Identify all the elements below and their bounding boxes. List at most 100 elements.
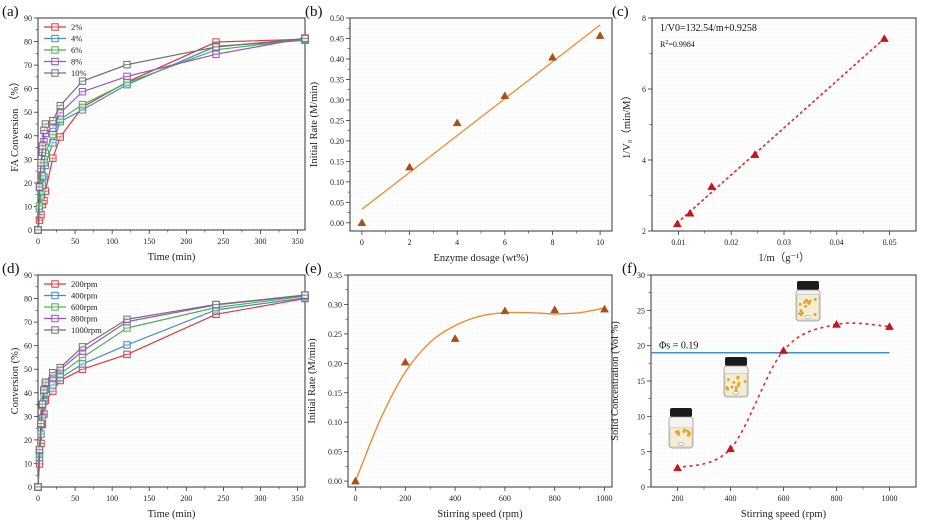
data-point — [672, 219, 682, 228]
series-1000rpm — [34, 291, 309, 491]
x-tick-label: 150 — [143, 237, 155, 246]
y-tick-label: 90 — [24, 271, 32, 280]
data-point — [351, 476, 360, 485]
data-point — [750, 150, 760, 158]
r-squared-label: R — [660, 40, 666, 49]
particle — [736, 376, 740, 380]
x-axis-title: 1/m（g⁻¹） — [758, 252, 809, 264]
legend-label: 2% — [71, 22, 82, 32]
y-tick-label: 60 — [24, 85, 32, 94]
reference-line-label: Φs = 0.19 — [659, 341, 698, 352]
y-tick-label: 4 — [642, 156, 646, 165]
particle — [798, 302, 802, 306]
plot-frame — [651, 17, 917, 232]
stir-bar — [677, 442, 685, 446]
panel-label: (c) — [612, 4, 629, 20]
y-axis-title: 1/V₀（min/M） — [621, 90, 633, 159]
x-tick-label: 350 — [292, 494, 304, 503]
particle — [743, 380, 747, 383]
x-tick-label: 0 — [36, 237, 40, 246]
y-tick-label: 0.10 — [328, 418, 342, 427]
particle — [805, 298, 808, 302]
y-tick-label: 30 — [637, 271, 645, 280]
y-tick-label: 0.35 — [328, 271, 342, 280]
data-point — [673, 463, 682, 472]
particle — [736, 384, 740, 387]
data-point — [548, 52, 557, 61]
y-tick-label: 0.05 — [330, 198, 344, 207]
panel-label: (e) — [305, 261, 322, 277]
y-tick-label: 0.20 — [330, 137, 344, 146]
y-tick-label: 20 — [637, 342, 645, 351]
y-tick-label: 8 — [642, 14, 646, 23]
x-tick-label: 4 — [455, 238, 459, 247]
series-line — [37, 37, 306, 231]
y-axis-title: Initial Rate (M/min) — [309, 81, 320, 167]
panel-label: (b) — [305, 4, 323, 20]
data-point — [885, 322, 894, 330]
vial-liquid — [724, 373, 748, 397]
x-tick-label: 350 — [292, 237, 304, 246]
trend-dotted-line — [676, 322, 891, 469]
y-tick-label: 0.25 — [330, 116, 344, 125]
data-point — [357, 218, 367, 227]
x-tick-label: 600 — [778, 494, 790, 503]
chart-panel-e: (e) 0 200 400 600 800 1000 0.00 0.05 0.10 0.15 0.20… — [305, 261, 613, 520]
x-tick-label: 100 — [106, 237, 118, 246]
particle — [813, 313, 817, 316]
series-10% — [34, 34, 309, 234]
plot-frame — [650, 274, 917, 488]
particle — [807, 302, 811, 305]
vial-mid-suspension-icon — [723, 357, 749, 398]
data-point — [685, 208, 695, 217]
x-tick-label: 250 — [217, 237, 229, 246]
x-tick-label: 1000 — [882, 494, 898, 503]
y-tick-label: 0.00 — [330, 219, 344, 228]
y-tick-label: 0.30 — [328, 300, 342, 309]
series-line — [37, 294, 306, 488]
particle — [799, 309, 803, 313]
stir-bar — [804, 315, 812, 319]
y-axis-title: Conversion (%) — [10, 347, 21, 414]
particle — [813, 297, 817, 301]
particle — [730, 385, 734, 389]
y-tick-label: 0.30 — [330, 96, 344, 105]
x-tick-label: 0.01 — [671, 238, 685, 247]
fit-line — [676, 37, 886, 224]
y-tick-label: 40 — [24, 132, 32, 141]
data-point — [400, 357, 410, 366]
y-tick-label: 0 — [28, 483, 32, 492]
y-axis-title: Initial Rate (M/min) — [307, 338, 318, 424]
panel-label: (d) — [2, 261, 20, 277]
y-tick-label: 40 — [24, 389, 32, 398]
x-tick-label: 8 — [550, 238, 554, 247]
x-tick-label: 0 — [360, 238, 364, 247]
vial-full-suspension-icon — [795, 281, 821, 322]
r-squared-value: =0.9984 — [668, 40, 695, 49]
legend-label: 600rpm — [71, 302, 98, 312]
x-tick-label: 0.03 — [777, 238, 791, 247]
x-tick-label: 1000 — [597, 494, 613, 503]
data-point — [707, 182, 717, 190]
chart-panel-c: (c) 0.01 0.02 0.03 0.04 0.05 2 4 6 8 1/m（g⁻¹） 1/V₀（… — [612, 4, 917, 264]
y-tick-label: 0.25 — [328, 330, 342, 339]
y-tick-label: 20 — [24, 179, 32, 188]
legend-label: 4% — [71, 34, 82, 44]
legend-label: 800rpm — [71, 314, 98, 324]
legend-label: 8% — [71, 57, 82, 67]
x-tick-label: 600 — [499, 494, 511, 503]
x-tick-label: 200 — [180, 237, 192, 246]
particle — [734, 388, 738, 392]
y-tick-label: 50 — [24, 108, 32, 117]
y-tick-label: 30 — [24, 412, 32, 421]
y-tick-label: 25 — [637, 306, 645, 315]
data-point — [779, 346, 788, 354]
particle — [737, 381, 741, 385]
y-tick-label: 30 — [24, 155, 32, 164]
r-squared-sup: 2 — [665, 40, 668, 46]
y-tick-label: 6 — [642, 85, 646, 94]
y-tick-label: 60 — [24, 342, 32, 351]
legend-label: 200rpm — [71, 279, 98, 289]
data-point — [600, 304, 609, 313]
